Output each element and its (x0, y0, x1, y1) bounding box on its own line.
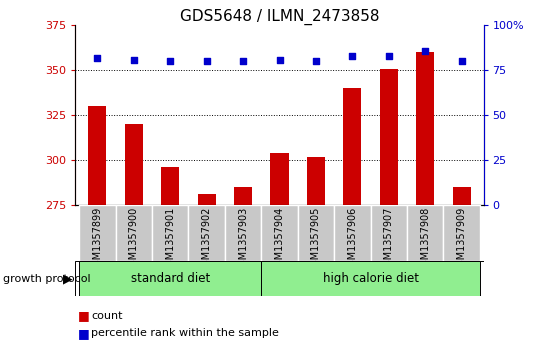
Bar (261, 205, 298, 261)
Bar (343, 88, 362, 205)
Text: ■: ■ (78, 327, 90, 340)
Point (202, 58, 211, 64)
Bar (416, 52, 434, 205)
Bar (234, 187, 252, 205)
Text: GSM1357907: GSM1357907 (384, 207, 394, 272)
Text: GSM1357909: GSM1357909 (457, 207, 467, 272)
Text: GSM1357903: GSM1357903 (238, 207, 248, 272)
Bar (261, 261, 480, 296)
Bar (225, 205, 261, 261)
Text: percentile rank within the sample: percentile rank within the sample (91, 328, 279, 338)
Text: GSM1357908: GSM1357908 (420, 207, 430, 272)
Text: ■: ■ (78, 309, 90, 322)
Point (165, 58, 174, 64)
Text: count: count (91, 311, 122, 321)
Text: GSM1357904: GSM1357904 (274, 207, 285, 272)
Text: GSM1357902: GSM1357902 (202, 207, 212, 272)
Text: GSM1357900: GSM1357900 (129, 207, 139, 272)
Point (239, 58, 248, 64)
Bar (380, 69, 398, 205)
Bar (188, 205, 225, 261)
Point (421, 48, 430, 53)
Bar (79, 205, 116, 261)
Point (385, 53, 394, 59)
Bar (79, 261, 261, 296)
Text: growth protocol: growth protocol (3, 274, 91, 284)
Bar (443, 205, 480, 261)
Bar (125, 124, 143, 205)
Bar (371, 205, 407, 261)
Bar (161, 167, 179, 205)
Bar (298, 205, 334, 261)
Bar (407, 205, 443, 261)
Bar (116, 205, 152, 261)
Point (311, 58, 320, 64)
Point (457, 58, 466, 64)
Bar (197, 194, 216, 205)
Text: ▶: ▶ (63, 272, 73, 285)
Bar (307, 156, 325, 205)
Point (129, 57, 138, 62)
Bar (453, 187, 471, 205)
Bar (88, 106, 106, 205)
Text: GSM1357901: GSM1357901 (165, 207, 175, 272)
Bar (334, 205, 371, 261)
Bar (152, 205, 188, 261)
Point (93, 55, 102, 61)
Text: GSM1357899: GSM1357899 (92, 207, 102, 272)
Text: GSM1357905: GSM1357905 (311, 207, 321, 272)
Text: standard diet: standard diet (131, 272, 210, 285)
Text: GSM1357906: GSM1357906 (347, 207, 357, 272)
Text: high calorie diet: high calorie diet (323, 272, 419, 285)
Point (275, 57, 284, 62)
Point (348, 53, 357, 59)
Bar (271, 153, 288, 205)
Text: GDS5648 / ILMN_2473858: GDS5648 / ILMN_2473858 (180, 9, 379, 25)
